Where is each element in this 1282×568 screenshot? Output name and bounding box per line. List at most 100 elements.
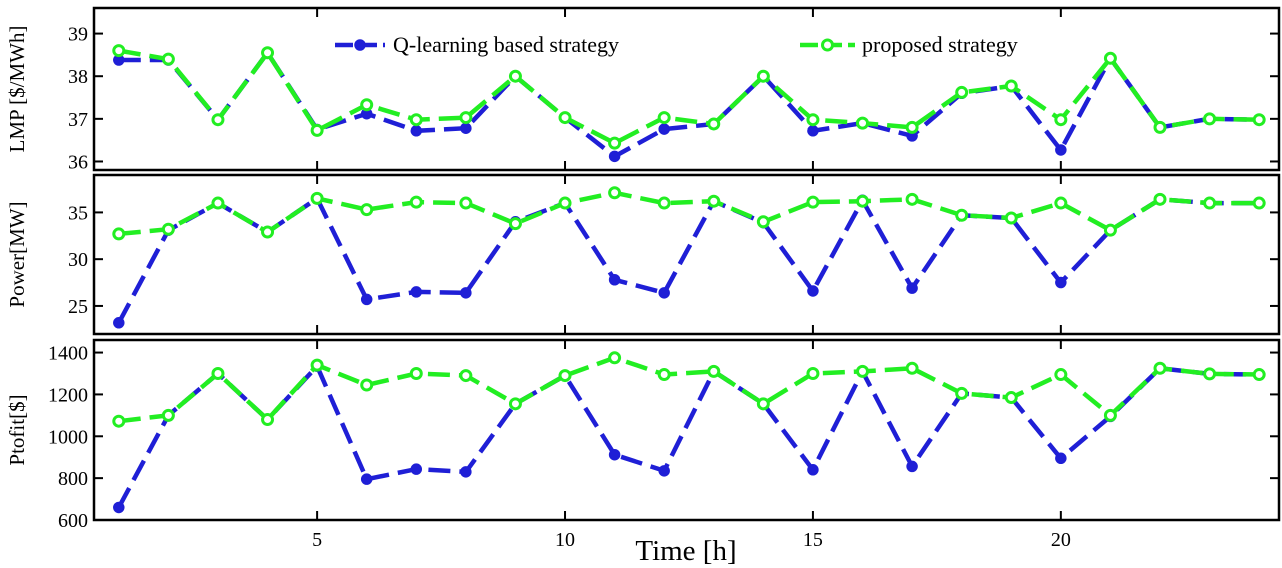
legend: Q-learning based strategy proposed strate…: [335, 32, 1018, 57]
panel-frame: [92, 173, 1281, 336]
data-point: [905, 120, 919, 134]
series-line: [116, 195, 1260, 324]
data-point: [261, 46, 275, 60]
data-point: [360, 473, 373, 485]
data-point: [658, 287, 670, 299]
data-point: [1153, 361, 1167, 375]
data-point: [657, 196, 671, 210]
y-tick-label: 35: [68, 202, 88, 224]
y-tick-label: 800: [58, 468, 88, 490]
data-point: [508, 69, 522, 83]
y-tick-label: 30: [68, 249, 88, 271]
data-point: [211, 196, 225, 210]
x-tick-label: 15: [803, 529, 823, 551]
y-tick-label: 25: [68, 296, 88, 318]
data-point: [955, 85, 969, 99]
data-point: [1252, 368, 1266, 382]
data-point: [658, 465, 670, 477]
data-point: [608, 351, 622, 365]
data-point: [112, 227, 126, 241]
data-point: [1252, 113, 1266, 127]
legend-item-q-learning: Q-learning based strategy: [335, 32, 619, 57]
x-tick-label: 20: [1051, 529, 1071, 551]
data-point: [112, 414, 126, 428]
data-point: [310, 123, 324, 137]
data-point: [211, 113, 225, 127]
series-q-learning: [113, 192, 1265, 329]
y-tick-label: 1400: [48, 343, 88, 365]
data-point: [608, 186, 622, 200]
series-line: [118, 355, 1260, 424]
x-tick-label: 5: [312, 529, 322, 551]
legend-item-proposed: proposed strategy: [800, 32, 1018, 57]
data-point: [310, 358, 324, 372]
data-point: [608, 274, 621, 286]
panel-2: 25 30 35 Power[MW]: [5, 173, 1281, 336]
data-point: [1054, 113, 1068, 127]
data-point: [360, 98, 374, 112]
data-point: [856, 194, 870, 208]
data-point: [1054, 196, 1068, 210]
panel-1: 36 37 38 39 LMP [$/MWh]: [5, 6, 1281, 173]
series-line: [116, 362, 1260, 509]
legend-marker: [821, 38, 834, 52]
data-point: [856, 116, 870, 130]
data-point: [508, 397, 522, 411]
data-point: [261, 413, 275, 427]
data-point: [1004, 391, 1018, 405]
data-point: [657, 111, 671, 125]
data-point: [459, 196, 473, 210]
data-point: [707, 117, 721, 131]
data-point: [409, 195, 423, 209]
data-point: [1103, 408, 1117, 422]
data-point: [707, 194, 721, 208]
legend-label: Q-learning based strategy: [393, 32, 619, 57]
data-point: [806, 113, 820, 127]
data-point: [906, 282, 918, 294]
data-point: [508, 217, 522, 231]
data-point: [1004, 79, 1018, 93]
data-point: [360, 293, 373, 306]
y-tick-label: 36: [68, 151, 88, 173]
series-q-learning: [113, 47, 1265, 163]
data-point: [658, 123, 670, 135]
data-point: [1203, 112, 1217, 126]
data-point: [608, 136, 622, 150]
data-point: [161, 222, 175, 236]
data-point: [161, 408, 175, 422]
data-point: [558, 369, 572, 383]
data-point: [460, 466, 472, 478]
data-point: [806, 195, 820, 209]
panel-frame: [92, 338, 1281, 522]
data-point: [161, 52, 175, 66]
series-line: [118, 48, 1260, 146]
data-point: [807, 285, 819, 297]
series-q-learning: [113, 360, 1265, 514]
legend-label: proposed strategy: [862, 32, 1018, 57]
data-point: [1203, 367, 1217, 381]
data-point: [807, 464, 819, 476]
data-point: [261, 225, 275, 239]
data-point: [459, 369, 473, 383]
data-point: [1103, 223, 1117, 237]
x-axis: 5 10 15 20 Time [h]: [312, 529, 1071, 567]
data-point: [608, 150, 621, 163]
data-point: [460, 287, 472, 299]
data-point: [360, 378, 374, 392]
data-point: [1055, 452, 1067, 465]
data-point: [806, 366, 820, 380]
data-point: [113, 501, 125, 514]
data-point: [657, 368, 671, 382]
data-point: [112, 44, 126, 58]
data-point: [756, 69, 770, 83]
y-axis-label: LMP [$/MWh]: [5, 26, 29, 153]
y-axis-label: Power[MW]: [5, 201, 29, 307]
data-point: [459, 111, 473, 125]
data-point: [460, 122, 472, 134]
data-point: [756, 397, 770, 411]
data-point: [906, 460, 918, 473]
y-tick-label: 39: [68, 24, 88, 46]
data-point: [856, 364, 870, 378]
data-point: [1055, 144, 1067, 156]
series-proposed: [112, 351, 1266, 428]
